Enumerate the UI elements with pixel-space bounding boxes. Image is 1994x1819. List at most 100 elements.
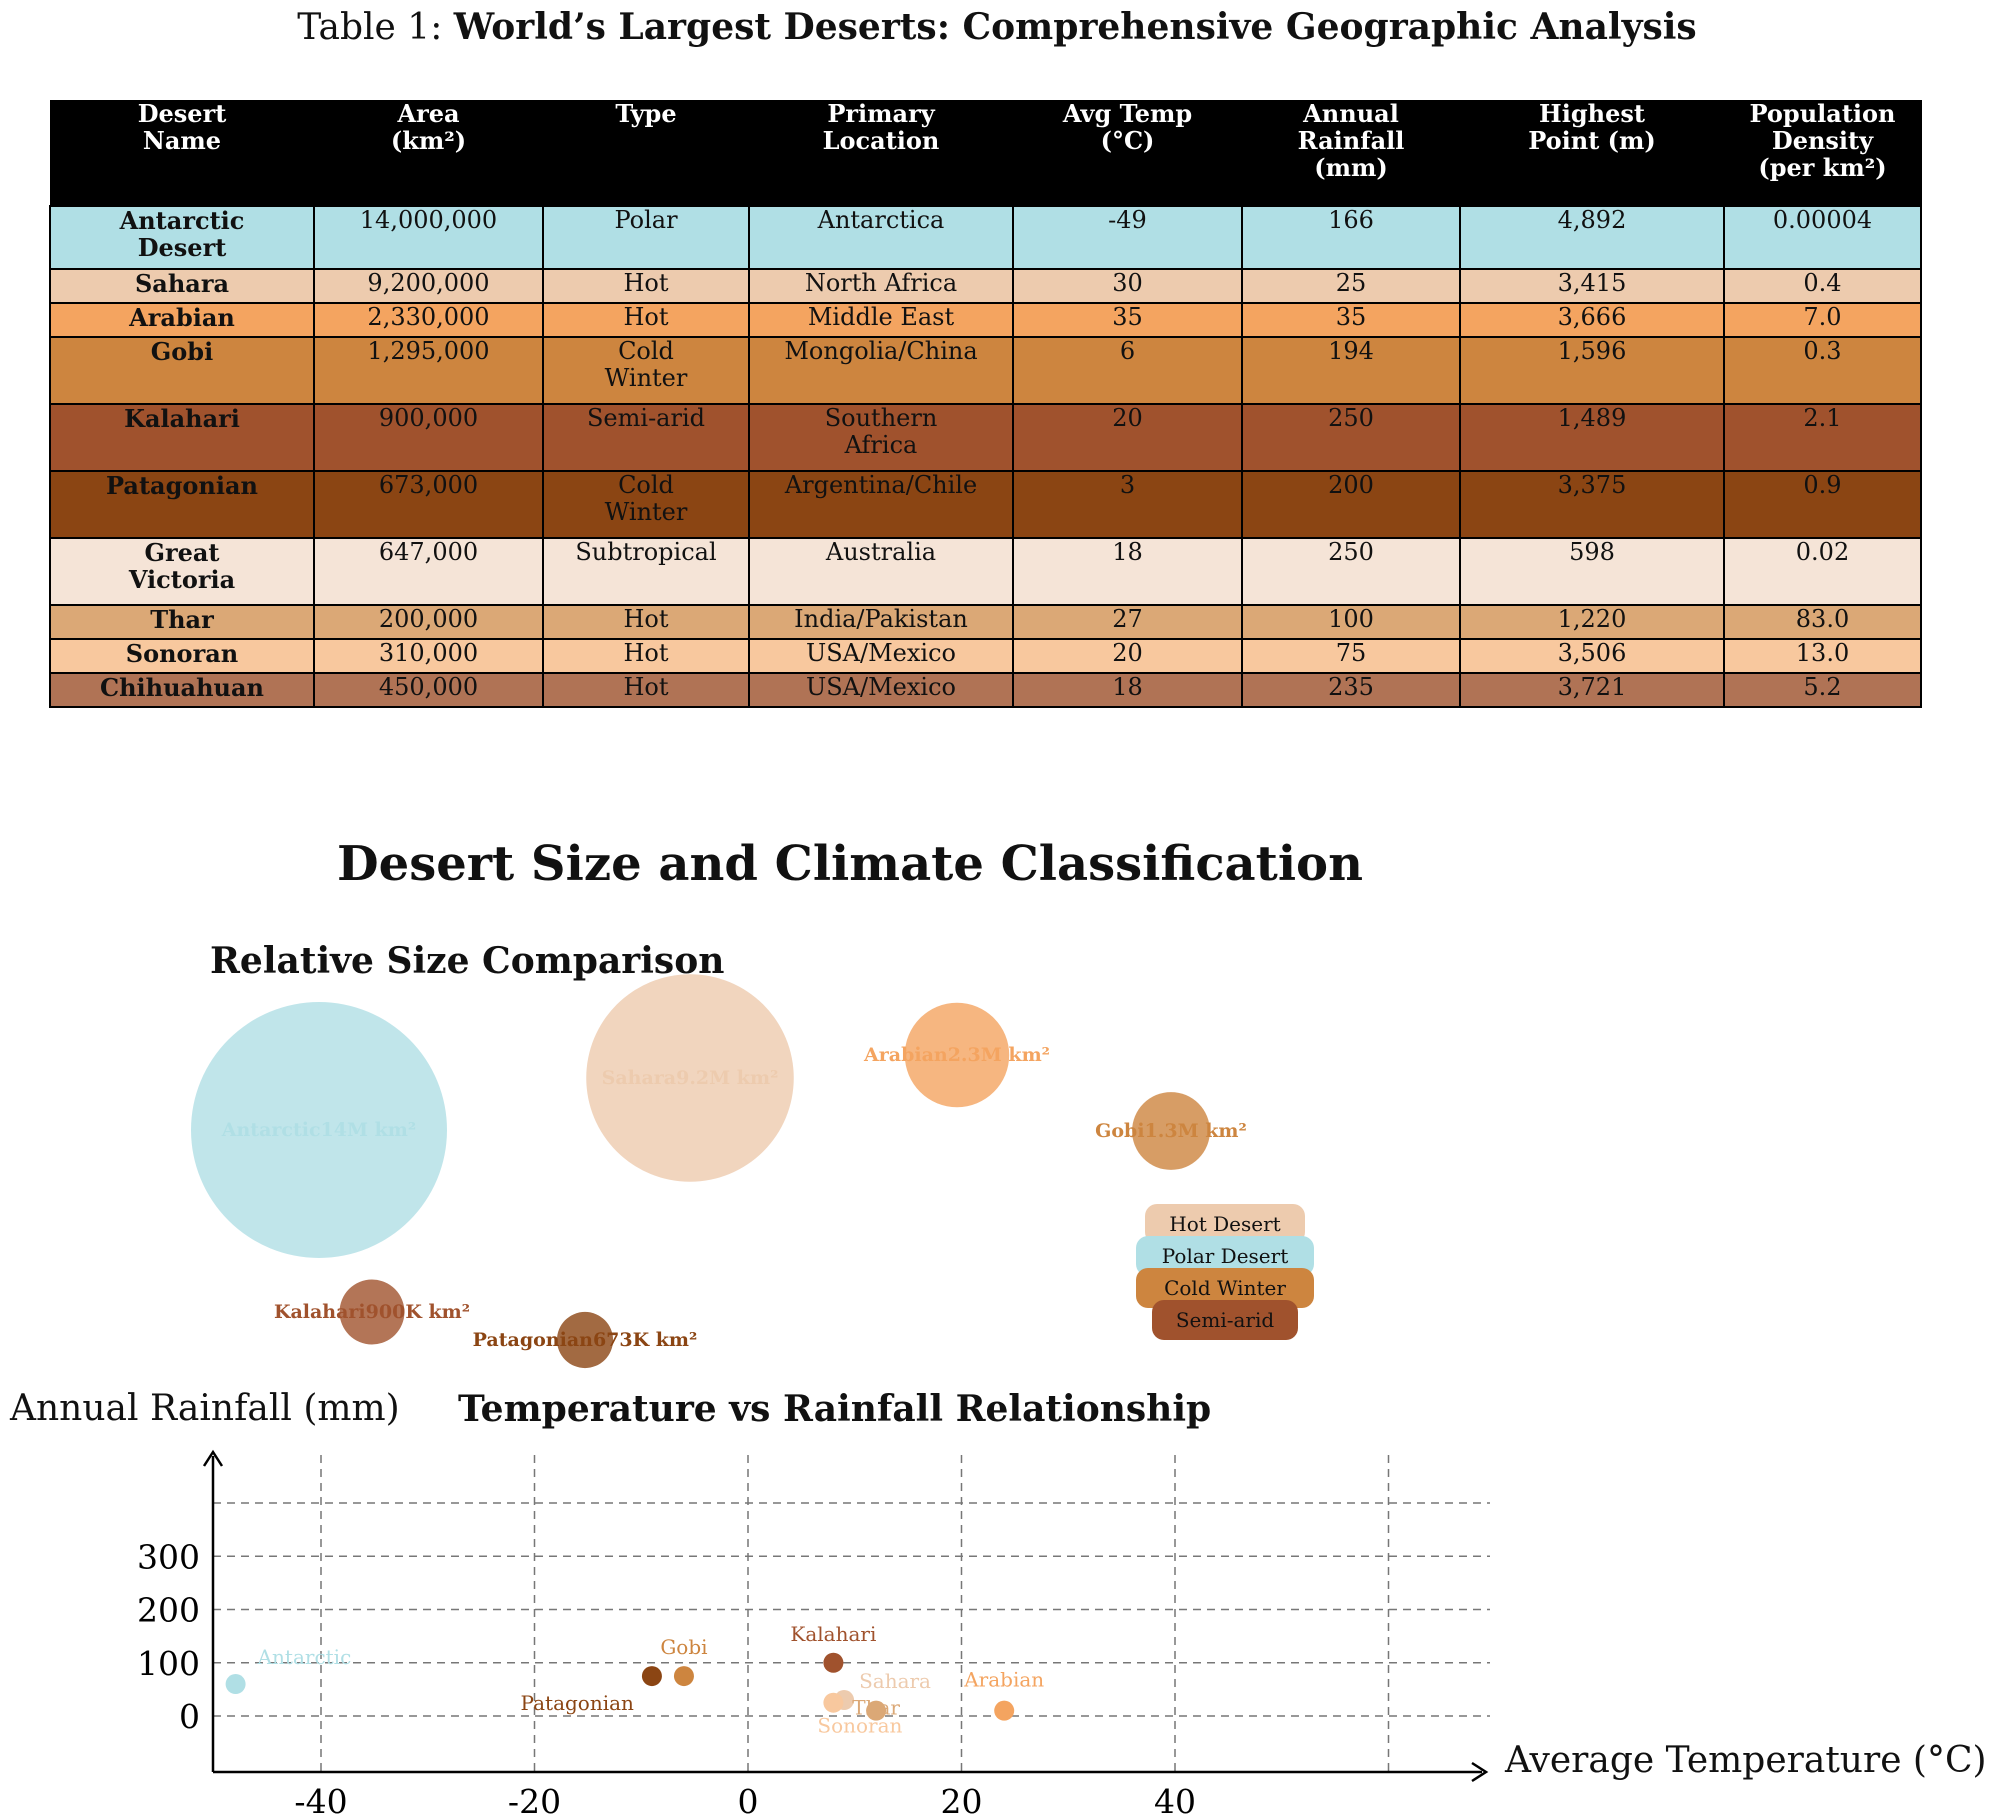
table-cell: 3,666 (1459, 302, 1725, 338)
legend-label: Hot Desert (1169, 1212, 1280, 1236)
scatter-chart-title: Temperature vs Rainfall Relationship (458, 1388, 1212, 1430)
table-cell: USA/Mexico (748, 638, 1014, 674)
bubble-label: Patagonian673K km² (473, 1329, 698, 1351)
point-label: Sonoran (817, 1714, 902, 1738)
point-label: Patagonian (521, 1691, 634, 1715)
point-label: Arabian (963, 1668, 1044, 1692)
bubble-antarctic (191, 1002, 447, 1258)
table-cell: 200,000 (313, 604, 544, 640)
table-cell: Antarctica (748, 205, 1014, 270)
table-cell: 235 (1241, 672, 1461, 708)
table-header-row: Desert Name Area (km²) Type Primary Loca… (49, 100, 1922, 206)
header-cell: Primary Location (748, 100, 1014, 206)
y-axis-label: Annual Rainfall (mm) (10, 1388, 400, 1429)
y-tick-label: 100 (137, 1644, 200, 1683)
table-cell: 0.02 (1723, 537, 1922, 606)
table-cell: 14,000,000 (313, 205, 544, 270)
legend-swatch (1152, 1300, 1298, 1340)
point-label: Antarctic (257, 1645, 352, 1669)
table-cell: 647,000 (313, 537, 544, 606)
table-cell: 0.4 (1723, 268, 1922, 304)
table-cell: 20 (1012, 638, 1243, 674)
table-cell: 194 (1241, 336, 1461, 405)
y-tick-label: 0 (179, 1697, 200, 1736)
table-cell: Hot (542, 604, 750, 640)
desert-name-cell: Great Victoria (49, 537, 315, 606)
deserts-table: Desert Name Area (km²) Type Primary Loca… (49, 100, 1922, 708)
bubble-name: Antarctic (221, 1119, 321, 1141)
point-label: Kalahari (790, 1622, 876, 1646)
table-cell: 2.1 (1723, 403, 1922, 472)
table-cell: -49 (1012, 205, 1243, 270)
x-tick-label: 0 (738, 1782, 759, 1819)
table-row: Arabian 2,330,000 Hot Middle East 35 35 3,666 7… (49, 302, 1922, 338)
table-cell: 3,415 (1459, 268, 1725, 304)
table-cell: 250 (1241, 537, 1461, 606)
point-kalahari (823, 1652, 844, 1673)
legend-label: Cold Winter (1164, 1276, 1286, 1300)
table-row: Sahara 9,200,000 Hot North Africa 30 25 3,415 0… (49, 268, 1922, 304)
header-cell: Desert Name (49, 100, 315, 206)
point-patagonian (641, 1666, 662, 1687)
table-cell: 166 (1241, 205, 1461, 270)
bubble-name: Gobi (1095, 1120, 1144, 1142)
bubble-value: 673K km² (593, 1329, 697, 1351)
desert-name-cell: Kalahari (49, 403, 315, 472)
bubble-name: Arabian (863, 1044, 948, 1066)
point-gobi (673, 1666, 694, 1687)
desert-name-cell: Sonoran (49, 638, 315, 674)
table-cell: Polar (542, 205, 750, 270)
table-row: Gobi 1,295,000 Cold Winter Mongolia/China 6 1… (49, 336, 1922, 405)
table-cell: Semi-arid (542, 403, 750, 472)
table-cell: Hot (542, 672, 750, 708)
bubble-label: Sahara9.2M km² (602, 1067, 779, 1089)
table-cell: 25 (1241, 268, 1461, 304)
table-cell: Subtropical (542, 537, 750, 606)
table-cell: Hot (542, 638, 750, 674)
table-cell: 250 (1241, 403, 1461, 472)
table-cell: 450,000 (313, 672, 544, 708)
table-cell: 1,295,000 (313, 336, 544, 405)
table-cell: Hot (542, 268, 750, 304)
table-cell: 673,000 (313, 470, 544, 539)
bubble-kalahari (339, 1279, 405, 1345)
desert-name-cell: Thar (49, 604, 315, 640)
table-cell: 0.00004 (1723, 205, 1922, 270)
bubble-label: Gobi1.3M km² (1095, 1120, 1247, 1142)
table-cell: Mongolia/China (748, 336, 1014, 405)
x-axis-arrow (1471, 1761, 1489, 1783)
point-arabian (994, 1700, 1015, 1721)
bubble-arabian (904, 1002, 1010, 1108)
table-row: Sonoran 310,000 Hot USA/Mexico 20 75 3,506 13.0 (49, 638, 1922, 674)
bubble-label: Kalahari900K km² (274, 1301, 470, 1323)
header-cell: Area (km²) (313, 100, 544, 206)
x-tick-label: -40 (294, 1782, 347, 1819)
table-cell: 5.2 (1723, 672, 1922, 708)
table-cell: Argentina/Chile (748, 470, 1014, 539)
x-axis-label: Average Temperature (°C) (1505, 1740, 1987, 1781)
bubble-value: 900K km² (366, 1301, 470, 1323)
header-cell: Population Density (per km²) (1723, 100, 1922, 206)
table-cell: 4,892 (1459, 205, 1725, 270)
table-cell: 900,000 (313, 403, 544, 472)
legend-swatch (1136, 1236, 1314, 1276)
table-row: Great Victoria 647,000 Subtropical Australi… (49, 537, 1922, 606)
table-row: Chihuahuan 450,000 Hot USA/Mexico 18 235 3,721… (49, 672, 1922, 708)
table-cell: Southern Africa (748, 403, 1014, 472)
table-cell: Middle East (748, 302, 1014, 338)
table-cell: North Africa (748, 268, 1014, 304)
table-cell: 2,330,000 (313, 302, 544, 338)
bubble-chart-title: Relative Size Comparison (210, 940, 725, 982)
table-cell: 18 (1012, 537, 1243, 606)
point-thar (866, 1700, 887, 1721)
table-cell: 1,489 (1459, 403, 1725, 472)
bubble-value: 1.3M km² (1145, 1120, 1247, 1142)
table-cell: 83.0 (1723, 604, 1922, 640)
legend-swatch (1145, 1204, 1305, 1244)
table-cell: 3,506 (1459, 638, 1725, 674)
table-cell: 27 (1012, 604, 1243, 640)
table-cell: USA/Mexico (748, 672, 1014, 708)
table-cell: 1,596 (1459, 336, 1725, 405)
bubble-value: 2.3M km² (948, 1044, 1050, 1066)
